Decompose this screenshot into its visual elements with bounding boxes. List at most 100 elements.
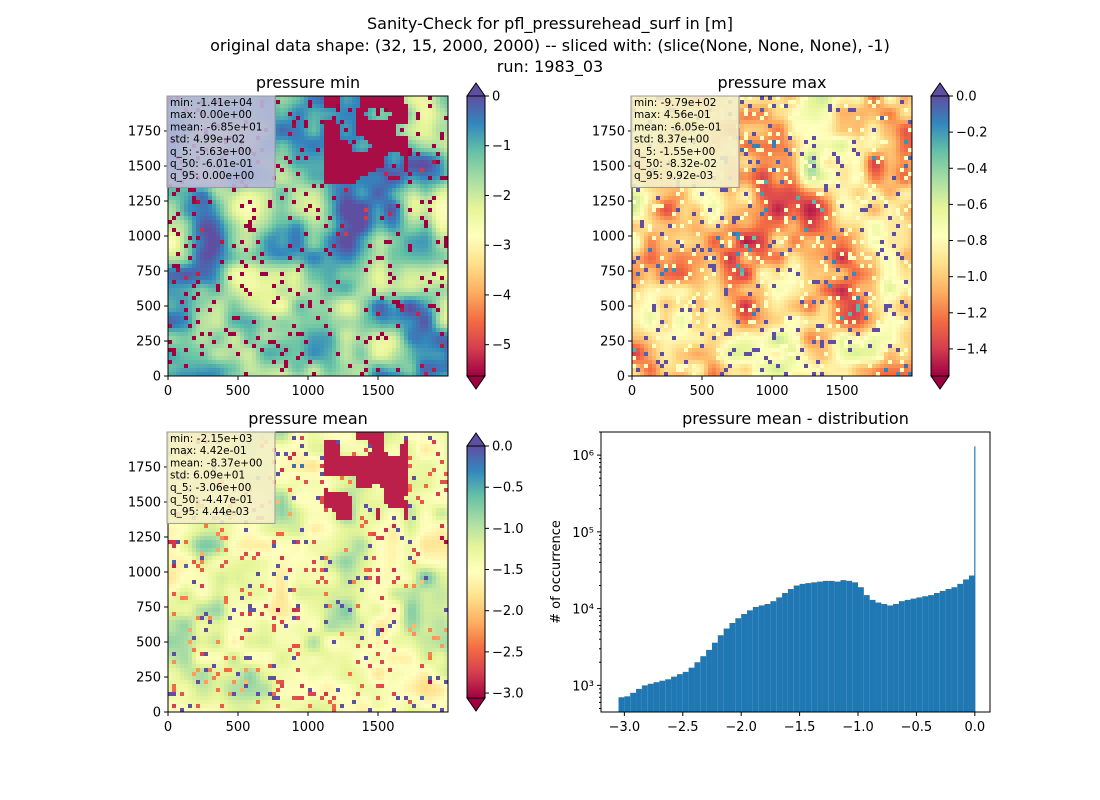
- chart-title: pressure mean - distribution: [682, 409, 909, 428]
- x-tick-label: 1500: [361, 384, 394, 399]
- stats-box: [166, 431, 276, 524]
- y-tick-label: 1750: [128, 125, 161, 140]
- stats-line: max: 4.56e-01: [634, 109, 711, 121]
- histogram-bar: [922, 596, 929, 712]
- colorbar-tick-label: −1.0: [492, 522, 524, 537]
- stats-line: q_5: -1.55e+00: [634, 146, 715, 158]
- colorbar-tick-label: −0.4: [956, 162, 988, 177]
- histogram-bar: [875, 602, 882, 712]
- y-tick-label: 250: [136, 335, 161, 350]
- colorbar-tick-label: −1.4: [956, 342, 988, 357]
- y-tick-label: 10⁶: [572, 449, 594, 464]
- colorbar: [466, 445, 486, 699]
- y-tick-label: 0: [153, 370, 161, 385]
- y-tick-label: 0: [153, 706, 161, 721]
- suptitle-line-3: run: 1983_03: [497, 57, 603, 77]
- histogram-bar: [653, 682, 660, 712]
- colorbar-tick-label: −2: [492, 189, 511, 204]
- histogram-bar: [904, 599, 911, 712]
- y-tick-label: 1500: [128, 160, 161, 175]
- histogram-bar: [636, 688, 642, 712]
- y-tick-label: 750: [136, 601, 161, 616]
- y-tick-label: 1000: [128, 566, 161, 581]
- x-tick-label: 1000: [755, 384, 788, 399]
- x-tick-label: 0: [164, 384, 172, 399]
- histogram-bar: [811, 582, 818, 712]
- stats-line: min: -9.79e+02: [634, 97, 716, 109]
- histogram-bar: [945, 589, 952, 712]
- histogram-bar: [682, 671, 689, 712]
- x-tick-label: −3.0: [609, 720, 641, 735]
- y-tick-label: 1750: [128, 461, 161, 476]
- stats-line: max: 0.00e+00: [170, 109, 252, 121]
- colorbar-extend-bottom: [930, 375, 950, 390]
- colorbar: [466, 95, 486, 377]
- panel-pressure-max: pressure max 0 500 1000 1500 0 250 500 750 1000 12…: [592, 73, 988, 399]
- stats-line: std: 4.99e+02: [170, 134, 245, 146]
- y-tick-label: 1250: [128, 531, 161, 546]
- histogram-bar: [671, 676, 677, 712]
- histogram-bar: [840, 580, 847, 712]
- histogram-bar: [688, 667, 695, 712]
- colorbar-tick-label: −0.6: [956, 198, 988, 213]
- colorbar-extend-top: [930, 82, 950, 97]
- y-tick-label: 750: [136, 265, 161, 280]
- histogram-bar: [817, 581, 823, 712]
- histogram-bar: [869, 599, 876, 712]
- histogram-bar: [933, 592, 940, 712]
- stats-line: q_95: 4.44e-03: [170, 506, 249, 518]
- y-tick-label: 250: [136, 671, 161, 686]
- stats-line: q_50: -8.32e-02: [634, 158, 717, 170]
- y-tick-label: 1250: [592, 195, 625, 210]
- x-tick-label: −1.0: [842, 720, 874, 735]
- colorbar-tick-label: −1.0: [956, 270, 988, 285]
- colorbar-tick-label: −5: [492, 338, 511, 353]
- stats-line: std: 8.37e+00: [634, 134, 709, 146]
- histogram-bar: [916, 597, 923, 712]
- y-tick-label: 10⁴: [572, 603, 594, 618]
- x-tick-label: 0: [164, 720, 172, 735]
- histogram-bar: [799, 583, 806, 712]
- suptitle-line-2: original data shape: (32, 15, 2000, 2000…: [210, 36, 890, 55]
- x-tick-label: 500: [226, 720, 251, 735]
- histogram-bar: [717, 635, 724, 712]
- colorbar-tick-label: −3.0: [492, 687, 524, 702]
- histogram-bar: [968, 575, 975, 712]
- x-tick-label: −1.5: [784, 720, 816, 735]
- histogram-bar: [641, 685, 648, 712]
- histogram-bar: [747, 610, 753, 712]
- histogram-bar: [939, 590, 946, 712]
- x-tick-label: 1000: [291, 720, 324, 735]
- y-tick-label: 500: [600, 300, 625, 315]
- y-tick-label: 500: [136, 300, 161, 315]
- colorbar-tick-label: −3: [492, 239, 511, 254]
- y-tick-label: 10³: [572, 679, 594, 694]
- y-tick-label: 1750: [592, 125, 625, 140]
- histogram-bar: [974, 446, 976, 712]
- panel-title: pressure max: [717, 73, 826, 92]
- histogram-bar: [729, 622, 736, 712]
- histogram-bar: [665, 679, 672, 712]
- histogram-bar: [951, 587, 958, 712]
- y-tick-label: 1500: [592, 160, 625, 175]
- x-tick-label: −0.5: [901, 720, 933, 735]
- stats-line: q_95: 0.00e+00: [170, 170, 254, 182]
- x-tick-label: 500: [690, 384, 715, 399]
- stats-line: mean: -6.85e+01: [170, 121, 262, 133]
- panel-title: pressure min: [256, 73, 360, 92]
- histogram-bar: [711, 642, 718, 712]
- panel-pressure-mean: pressure mean 0 500 1000 1500 0 250 500 750 1000 1…: [128, 409, 524, 735]
- histogram-bar: [764, 603, 771, 712]
- histogram-bar: [782, 592, 788, 712]
- stats-line: max: 4.42e-01: [170, 445, 247, 457]
- histogram-bar: [694, 662, 701, 712]
- stats-box: [166, 95, 276, 188]
- stats-line: q_5: -5.63e+00: [170, 146, 251, 158]
- histogram-bar: [676, 674, 683, 712]
- histogram-bar: [881, 603, 888, 712]
- histogram-bar: [805, 583, 812, 712]
- panel-title: pressure mean: [248, 409, 368, 428]
- stats-line: std: 6.09e+01: [170, 470, 245, 482]
- histogram-bar: [752, 606, 759, 712]
- y-tick-label: 250: [600, 335, 625, 350]
